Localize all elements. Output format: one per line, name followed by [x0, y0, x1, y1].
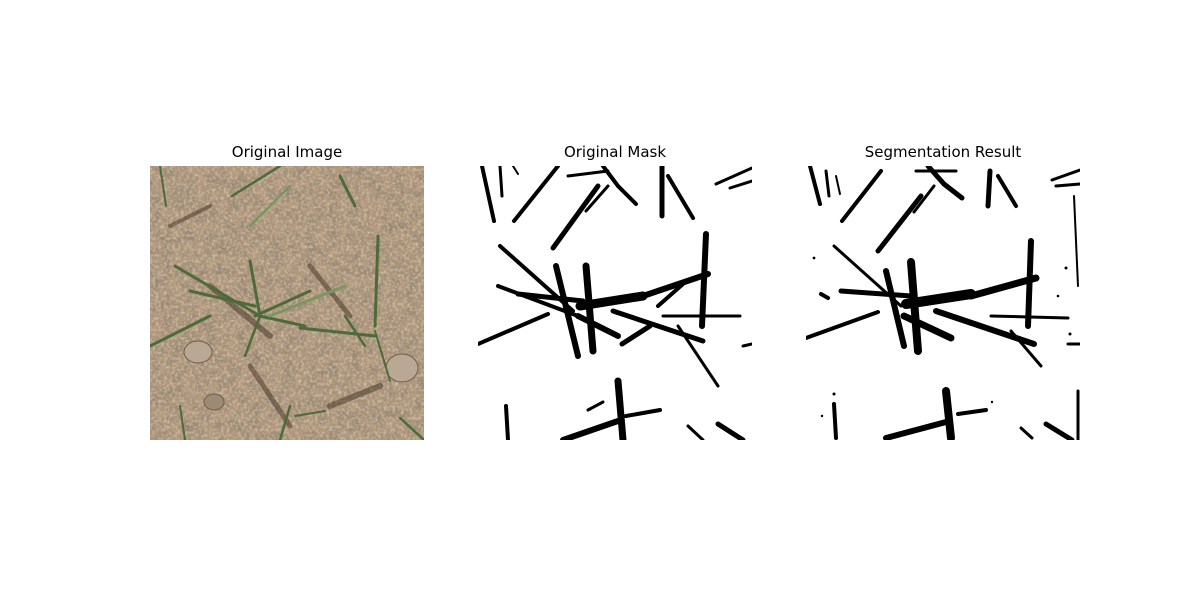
original-mask	[478, 166, 752, 440]
panel-title-segmentation-result: Segmentation Result	[864, 143, 1022, 161]
mask-plants	[478, 166, 752, 440]
seedlings	[150, 166, 424, 440]
original-mask-panel	[478, 166, 752, 440]
original-image	[150, 166, 424, 440]
result-speckles	[812, 200, 1072, 418]
panel-title-original-mask: Original Mask	[563, 143, 667, 161]
panel-title-original-image: Original Image	[231, 143, 343, 161]
segmentation-result	[806, 166, 1080, 440]
segmentation-result-panel	[806, 166, 1080, 440]
original-image-panel	[150, 166, 424, 440]
result-plants	[806, 166, 1080, 440]
